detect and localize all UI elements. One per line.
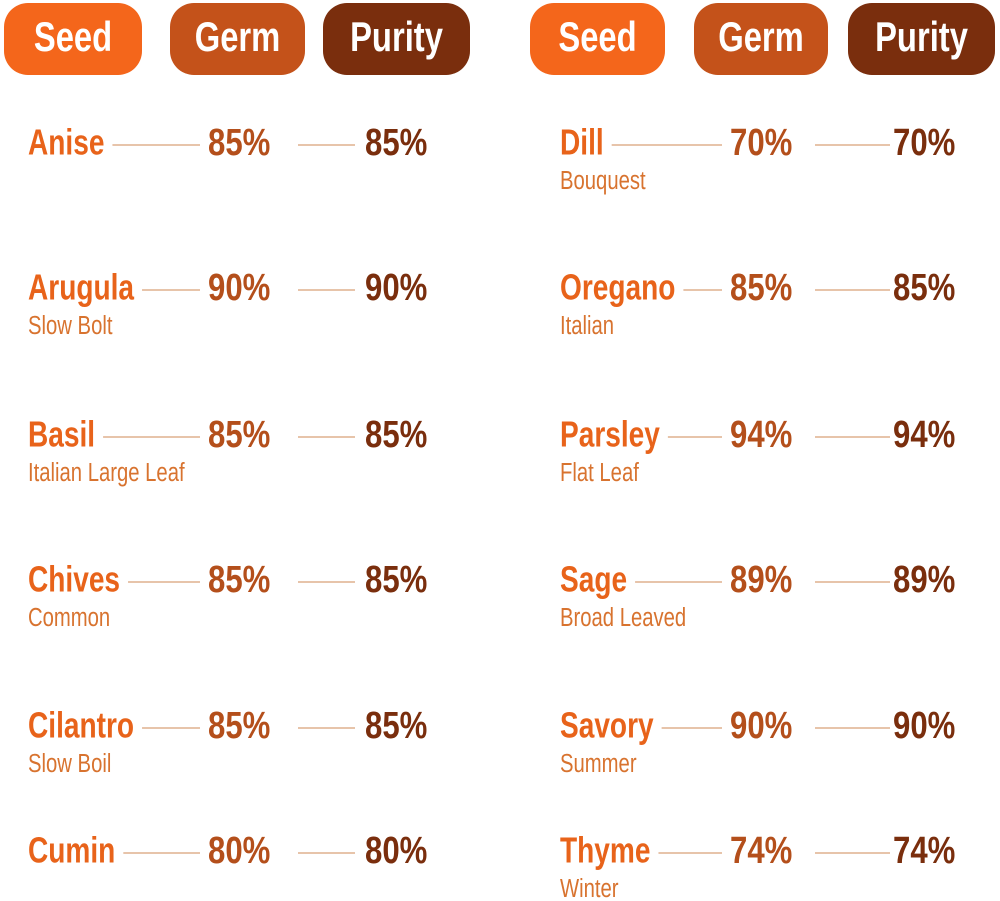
purity-value: 90% <box>365 267 427 309</box>
germ-value: 85% <box>208 705 270 747</box>
germ-value: 70% <box>730 122 792 164</box>
seed-variety: Broad Leaved <box>560 602 686 631</box>
seed-name: Thyme <box>560 830 650 870</box>
seed-variety: Flat Leaf <box>560 457 639 486</box>
purity-value: 70% <box>893 122 955 164</box>
seed-variety: Slow Bolt <box>28 310 113 339</box>
seed-variety: Italian Large Leaf <box>28 457 185 486</box>
purity-value: 74% <box>893 830 955 872</box>
purity-value: 89% <box>893 559 955 601</box>
purity-value: 85% <box>365 122 427 164</box>
germ-value: 80% <box>208 830 270 872</box>
header-pill <box>694 3 828 75</box>
seed-name: Dill <box>560 122 604 162</box>
germ-value: 90% <box>730 705 792 747</box>
seed-name: Oregano <box>560 267 675 307</box>
seed-name: Sage <box>560 559 627 599</box>
purity-value: 85% <box>365 559 427 601</box>
germ-value: 74% <box>730 830 792 872</box>
seed-name: Parsley <box>560 414 660 454</box>
germ-value: 85% <box>730 267 792 309</box>
germ-value: 90% <box>208 267 270 309</box>
purity-value: 80% <box>365 830 427 872</box>
germ-value: 85% <box>208 559 270 601</box>
header-label: Purity <box>350 13 443 60</box>
header-label: Seed <box>558 13 636 60</box>
seed-variety: Common <box>28 602 110 631</box>
germ-value: 85% <box>208 122 270 164</box>
seed-name: Cilantro <box>28 705 134 745</box>
seed-name: Cumin <box>28 830 115 870</box>
seed-name: Arugula <box>28 267 135 307</box>
header-pill <box>848 3 995 75</box>
seed-variety: Bouquest <box>560 165 646 194</box>
header-pill <box>4 3 142 75</box>
seed-name: Chives <box>28 559 120 599</box>
header-pill <box>170 3 305 75</box>
header-label: Germ <box>195 13 281 60</box>
header-label: Germ <box>718 13 804 60</box>
purity-value: 85% <box>365 414 427 456</box>
purity-value: 85% <box>365 705 427 747</box>
seed-name: Basil <box>28 414 95 454</box>
germ-value: 89% <box>730 559 792 601</box>
header-label: Purity <box>875 13 968 60</box>
seed-variety: Summer <box>560 748 637 777</box>
purity-value: 85% <box>893 267 955 309</box>
seed-name: Anise <box>28 122 104 162</box>
purity-value: 90% <box>893 705 955 747</box>
germ-value: 94% <box>730 414 792 456</box>
purity-value: 94% <box>893 414 955 456</box>
header-pill <box>323 3 470 75</box>
seed-variety: Winter <box>560 873 619 901</box>
header-label: Seed <box>34 13 112 60</box>
header-pill <box>530 3 665 75</box>
seed-variety: Slow Boil <box>28 748 111 777</box>
germ-value: 85% <box>208 414 270 456</box>
seed-variety: Italian <box>560 310 614 339</box>
seed-name: Savory <box>560 705 654 745</box>
